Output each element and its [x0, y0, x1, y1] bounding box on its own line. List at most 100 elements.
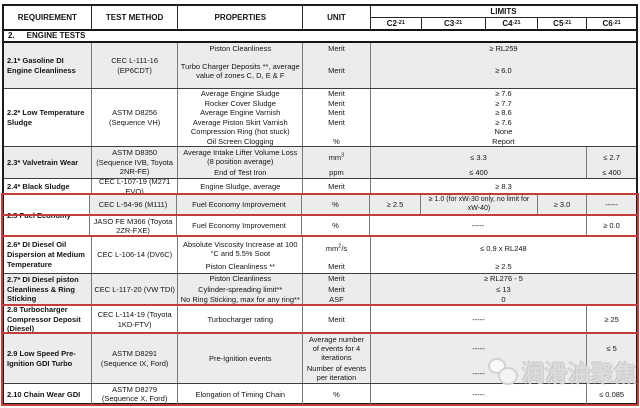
header-col-c6-21: C6 -21 [587, 18, 636, 29]
col-label: C6 [602, 18, 613, 28]
col-label-sub: -21 [612, 19, 621, 26]
limits-cell: ≥ RL259 ≥ 6.0 [371, 43, 636, 88]
limit-value: 0 [501, 295, 506, 305]
limit-value: ≥ 7.6 [495, 117, 512, 127]
property-line: Turbo Charger Deposits **, average value… [180, 61, 300, 81]
properties-cell: Fuel Economy Improvement [177, 195, 302, 215]
limit-c2-cell: ≥ 2.5 [370, 195, 421, 215]
unit-cell: Merit Merit Merit Merit % [303, 89, 371, 146]
limit-value: ≤ 0.9 x RL248 [480, 244, 527, 254]
unit-cell: Merit [303, 306, 371, 333]
unit-line: % [333, 136, 340, 146]
test-method-cell: CEC L-117-20 (VW TDI) [92, 274, 179, 305]
test-method-cell: CEC L-111-16 (EP6CDT) [92, 43, 179, 88]
col-label: C5 [553, 18, 564, 28]
limit-c6-cell: ≤ 5 [587, 334, 636, 383]
property-line: No Ring Sticking, max for any ring** [180, 295, 300, 305]
property-line: Oil Screen Clogging [206, 136, 274, 146]
properties-cell: Absolute Viscosity Increase at 100 °C an… [178, 237, 304, 273]
requirement-cell: 2.8 Turbocharger Compressor Deposit (Die… [4, 306, 92, 333]
properties-cell: Average Engine Sludge Rocker Cover Sludg… [178, 89, 304, 146]
row-2-7: 2.7* DI Diesel piston Cleanliness & Ring… [4, 274, 636, 306]
unit-base: mm [328, 152, 342, 162]
test-method-cell: CEC L-106-14 (DV6C) [92, 237, 179, 273]
property-line: End of Test Iron [214, 168, 267, 178]
unit-line: Merit [328, 284, 345, 294]
unit-base: ppm [329, 168, 344, 178]
unit-line: Merit [328, 274, 345, 284]
unit-value: ppm [329, 168, 344, 177]
fuel-economy-subrows: CEC L-54-96 (M111) Fuel Economy Improvem… [90, 195, 636, 237]
unit-line: mm2/s [303, 237, 370, 261]
row-2-6: 2.6* DI Diesel Oil Dispersion at Medium … [4, 237, 636, 274]
limit-value: ≤ 400 [469, 168, 488, 178]
property-line: Average Engine Sludge [200, 89, 280, 99]
limit-value: ≥ 6.0 [495, 66, 512, 76]
section-number: 2. [8, 31, 15, 40]
unit-line: Merit [328, 89, 345, 99]
header-col-c4-21: C4 -21 [486, 18, 539, 29]
requirement-cell: 2.3* Valvetrain Wear [4, 147, 92, 178]
col-label-sub: -21 [396, 19, 405, 26]
properties-cell: Engine Sludge, average [178, 179, 304, 194]
property-line: Rocker Cover Sludge [204, 98, 276, 108]
properties-cell: Turbocharger rating [178, 306, 304, 333]
header-limits-group: LIMITS C2 -21 C3 -21 C4 -21 C5 -21 C6 -21 [370, 6, 637, 29]
unit-sup: 3 [341, 152, 345, 159]
engine-tests-table: REQUIREMENT TEST METHOD PROPERTIES UNIT … [2, 4, 638, 405]
limit-c2-c5-cell: ----- [371, 306, 588, 333]
section-name: ENGINE TESTS [26, 31, 86, 40]
test-method-cell: JASO FE M366 (Toyota 2ZR-FXE) [90, 215, 177, 237]
limit-value: None [494, 127, 513, 137]
requirement-cell: 2.10 Chain Wear GDI [4, 384, 92, 405]
properties-cell: Piston Cleanliness Turbo Charger Deposit… [178, 43, 304, 88]
col-label-sub: -21 [512, 19, 521, 26]
property-line: Piston Cleanliness [209, 274, 272, 284]
row-2-10: 2.10 Chain Wear GDI ASTM D8279 (Sequence… [4, 384, 636, 405]
properties-cell: Pre-Ignition events [178, 334, 304, 383]
row-2-8: 2.8 Turbocharger Compressor Deposit (Die… [4, 306, 636, 334]
properties-cell: Piston Cleanliness Cylinder-spreading li… [178, 274, 304, 305]
limit-value: Report [492, 136, 515, 146]
unit-line: Merit [328, 98, 345, 108]
limit-value: ≤ 400 [602, 168, 621, 178]
limits-c6-cell: ≤ 2.7 ≤ 400 [587, 147, 636, 178]
unit-cell: Merit Merit [303, 43, 371, 88]
limit-value: ≤ 5 [606, 344, 617, 354]
unit-line: Merit [328, 117, 345, 127]
limits-cell: ≥ RL276 - 5 ≤ 13 0 [371, 274, 636, 305]
unit-line: Number of events per iteration [306, 363, 367, 383]
row-2-1: 2.1* Gasoline DI Engine Cleanliness CEC … [4, 43, 636, 89]
unit-line: Merit [328, 66, 345, 76]
row-2-9: 2.9 Low Speed Pre-Ignition GDI Turbo AST… [4, 334, 636, 384]
subrow-2-5-2: JASO FE M366 (Toyota 2ZR-FXE) Fuel Econo… [90, 215, 636, 237]
limit-c6-cell: ≥ 0.0 [603, 221, 620, 231]
header-unit: UNIT [303, 6, 371, 29]
unit-line: mm3 [303, 147, 370, 168]
limit-value: ≥ RL276 - 5 [483, 274, 523, 284]
test-method-cell: CEC L-107-19 (M271 EVO) [92, 179, 179, 194]
test-method-cell: ASTM D8256 (Sequence VH) [92, 89, 179, 146]
header-properties: PROPERTIES [178, 6, 304, 29]
requirement-cell: 2.1* Gasoline DI Engine Cleanliness [4, 43, 92, 88]
header-col-c3-21: C3 -21 [422, 18, 486, 29]
limit-value: ≥ 7.7 [495, 98, 512, 108]
unit-cell: Average number of events for 4 iteration… [303, 334, 371, 383]
limit-value: ≥ RL259 [489, 43, 518, 53]
unit-cell: mm2/s Merit [303, 237, 371, 273]
test-method-cell: ASTM D8279 (Sequence X, Ford) [92, 384, 179, 405]
limit-c6-cell: ----- [605, 200, 618, 210]
limit-c2-c5-cell: ----- ----- [371, 334, 588, 383]
property-line: Compression Ring (hot stuck) [190, 127, 290, 137]
limits-cell: ≤ 0.9 x RL248 ≥ 2.5 [371, 237, 636, 273]
limit-value: ≥ 8.6 [495, 108, 512, 118]
unit-cell: mm3 ppm [303, 147, 371, 178]
test-method-cell: CEC L-54-96 (M111) [90, 195, 177, 215]
limit-value: ≥ 2.5 [495, 262, 512, 272]
limit-value: ----- [472, 368, 485, 378]
col-label-sub: -21 [563, 19, 572, 26]
subrow-2-5-1: CEC L-54-96 (M111) Fuel Economy Improvem… [90, 195, 636, 216]
limits-cell: ≥ 7.6 ≥ 7.7 ≥ 8.6 ≥ 7.6 None Report [371, 89, 636, 146]
col-label: C3 [444, 18, 455, 28]
col-label: C4 [502, 18, 513, 28]
